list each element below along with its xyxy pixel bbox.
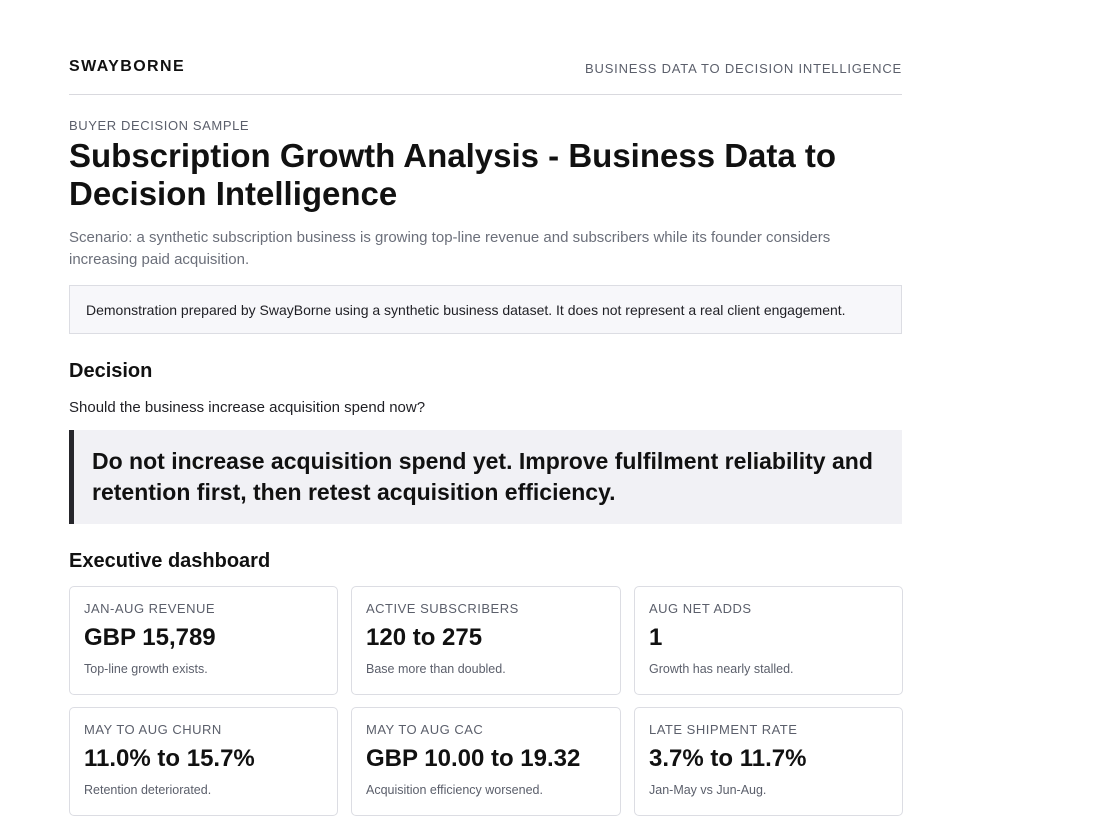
brand-logo[interactable]: SWAYBORNE [69, 58, 186, 75]
decision-answer: Do not increase acquisition spend yet. I… [92, 448, 873, 505]
kpi-card-subscribers: ACTIVE SUBSCRIBERS 120 to 275 Base more … [351, 586, 621, 695]
kpi-label: MAY TO AUG CHURN [84, 722, 222, 737]
kpi-label: ACTIVE SUBSCRIBERS [366, 601, 519, 616]
brand-tagline: BUSINESS DATA TO DECISION INTELLIGENCE [585, 61, 902, 76]
dashboard-heading: Executive dashboard [69, 550, 271, 572]
kpi-note: Jan-May vs Jun-Aug. [649, 783, 767, 797]
top-bar: SWAYBORNE BUSINESS DATA TO DECISION INTE… [69, 0, 902, 95]
disclaimer-notice: Demonstration prepared by SwayBorne usin… [69, 285, 902, 334]
kpi-value: 3.7% to 11.7% [649, 745, 807, 772]
decision-callout: Do not increase acquisition spend yet. I… [69, 430, 902, 524]
kpi-note: Acquisition efficiency worsened. [366, 783, 543, 797]
kpi-grid: JAN-AUG REVENUE GBP 15,789 Top-line grow… [69, 586, 903, 816]
disclaimer-text: Demonstration prepared by SwayBorne usin… [86, 301, 846, 318]
kpi-label: LATE SHIPMENT RATE [649, 722, 798, 737]
kpi-note: Retention deteriorated. [84, 783, 212, 797]
kpi-value: 120 to 275 [366, 624, 483, 651]
kpi-card-late-shipment: LATE SHIPMENT RATE 3.7% to 11.7% Jan-May… [634, 707, 903, 816]
decision-question: Should the business increase acquisition… [69, 399, 426, 416]
kpi-value: GBP 15,789 [84, 624, 216, 651]
kpi-card-cac: MAY TO AUG CAC GBP 10.00 to 19.32 Acquis… [351, 707, 621, 816]
kpi-note: Base more than doubled. [366, 662, 506, 676]
kpi-note: Top-line growth exists. [84, 662, 208, 676]
decision-heading: Decision [69, 360, 153, 382]
kpi-card-churn: MAY TO AUG CHURN 11.0% to 15.7% Retentio… [69, 707, 338, 816]
kpi-value: 11.0% to 15.7% [84, 745, 255, 772]
kpi-label: JAN-AUG REVENUE [84, 601, 216, 616]
kpi-card-revenue: JAN-AUG REVENUE GBP 15,789 Top-line grow… [69, 586, 338, 695]
kpi-value: 1 [649, 624, 663, 651]
kpi-note: Growth has nearly stalled. [649, 662, 794, 676]
kpi-label: AUG NET ADDS [649, 601, 752, 616]
page: SWAYBORNE BUSINESS DATA TO DECISION INTE… [69, 0, 903, 816]
page-title: Subscription Growth Analysis - Business … [69, 137, 837, 212]
kpi-card-net-adds: AUG NET ADDS 1 Growth has nearly stalled… [634, 586, 903, 695]
eyebrow-label: BUYER DECISION SAMPLE [69, 118, 250, 133]
kpi-label: MAY TO AUG CAC [366, 722, 484, 737]
scenario-text: Scenario: a synthetic subscription busin… [69, 229, 831, 268]
kpi-value: GBP 10.00 to 19.32 [366, 745, 581, 772]
